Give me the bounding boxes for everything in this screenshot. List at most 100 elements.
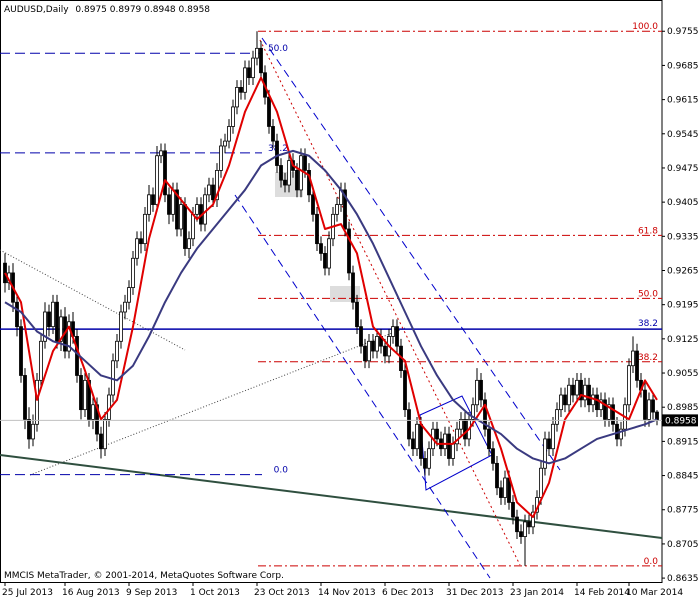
candle-body	[647, 399, 651, 420]
fib-label: 61.8	[638, 226, 658, 236]
moving-average	[4, 149, 658, 465]
candle-body	[231, 106, 235, 127]
candle-body	[411, 438, 415, 450]
x-tick-label: 16 Aug 2013	[62, 588, 120, 598]
fib-label: 0.0	[644, 557, 659, 567]
candle-body	[75, 336, 79, 376]
candle-body	[567, 384, 571, 406]
candle-body	[191, 213, 195, 240]
candle-body	[259, 47, 263, 74]
candle-body	[463, 419, 467, 440]
candle-body	[351, 272, 355, 303]
candle-body	[455, 428, 459, 445]
x-tick-label: 23 Jan 2014	[510, 588, 564, 598]
candle-body	[163, 150, 167, 196]
high: 0.8979	[110, 5, 142, 15]
candle-body	[203, 194, 207, 225]
candle-body	[419, 423, 423, 459]
candle-body	[383, 345, 387, 357]
candle-body	[103, 419, 107, 450]
candle-body	[251, 57, 255, 79]
open: 0.8975	[75, 5, 107, 15]
y-tick-label: 0.8775	[667, 506, 699, 516]
y-tick-label: 0.9195	[667, 301, 699, 311]
candle-body	[235, 86, 239, 108]
candle-body	[91, 404, 95, 420]
candle-body	[395, 326, 399, 347]
candle-body	[115, 340, 119, 362]
candle-body	[367, 340, 371, 362]
candle-body	[59, 316, 63, 342]
candle-body	[527, 521, 531, 528]
fib-label: 0.0	[274, 466, 289, 476]
candle-body	[415, 423, 419, 450]
candle-body	[311, 194, 315, 215]
fib-label: 100.0	[632, 22, 658, 32]
candle-body	[139, 238, 143, 245]
candle-body	[227, 126, 231, 142]
x-tick-label: 14 Feb 2014	[574, 588, 630, 598]
candle-body	[335, 204, 339, 215]
candle-body	[487, 428, 491, 450]
y-tick-label: 0.8635	[667, 574, 699, 584]
candle-body	[51, 301, 55, 328]
y-tick-label: 0.9755	[667, 27, 699, 37]
candle-body	[295, 170, 299, 191]
x-tick-label: 14 Nov 2013	[318, 588, 376, 598]
candle-body	[599, 399, 603, 411]
candle-body	[491, 448, 495, 464]
y-tick-label: 0.8845	[667, 472, 699, 482]
candle-body	[183, 204, 187, 249]
candle-body	[607, 404, 611, 420]
candle-body	[555, 409, 559, 425]
candle-body	[363, 345, 367, 362]
candle-body	[39, 340, 43, 381]
y-tick-label: 0.9475	[667, 164, 699, 174]
y-tick-label: 0.9545	[667, 130, 699, 140]
candle-body	[19, 326, 23, 376]
candle-body	[35, 379, 39, 425]
candle-body	[359, 326, 363, 347]
candle-body	[287, 160, 291, 186]
candle-body	[99, 433, 103, 450]
price-box	[662, 414, 698, 427]
plot-frame	[0, 0, 663, 583]
candle-body	[495, 462, 499, 489]
candle-body	[151, 194, 155, 205]
candle-body	[179, 204, 183, 230]
candle-body	[499, 487, 503, 498]
candle-body	[271, 126, 275, 142]
candle-body	[551, 423, 555, 450]
candle-body	[563, 394, 567, 406]
candle-body	[215, 170, 219, 201]
x-tick-label: 6 Dec 2013	[382, 588, 434, 598]
candle-body	[127, 287, 131, 303]
candle-body	[547, 438, 551, 450]
candle-body	[255, 47, 259, 59]
candle-body	[119, 311, 123, 342]
fib-label: 50.0	[638, 289, 658, 299]
y-tick-label: 0.8985	[667, 403, 699, 413]
candle-body	[627, 365, 631, 406]
candle-body	[147, 194, 151, 215]
candle-body	[651, 399, 655, 413]
candle-body	[123, 301, 127, 313]
candle-body	[315, 213, 319, 245]
x-tick-label: 23 Oct 2013	[254, 588, 310, 598]
candle-body	[611, 404, 615, 425]
dotted-line	[0, 249, 186, 351]
candle-body	[447, 433, 451, 459]
candle-body	[323, 253, 327, 269]
candle-body	[503, 477, 507, 498]
candle-body	[603, 399, 607, 420]
low: 0.8948	[144, 5, 176, 15]
candle-body	[27, 419, 31, 440]
candle-body	[443, 433, 447, 450]
y-tick-label: 0.8705	[667, 540, 699, 550]
candle-body	[575, 379, 579, 396]
x-tick-label: 1 Oct 2013	[190, 588, 240, 598]
candle-body	[135, 238, 139, 259]
candle-body	[471, 404, 475, 420]
candle-body	[195, 204, 199, 215]
x-tick-label: 31 Dec 2013	[446, 588, 504, 598]
